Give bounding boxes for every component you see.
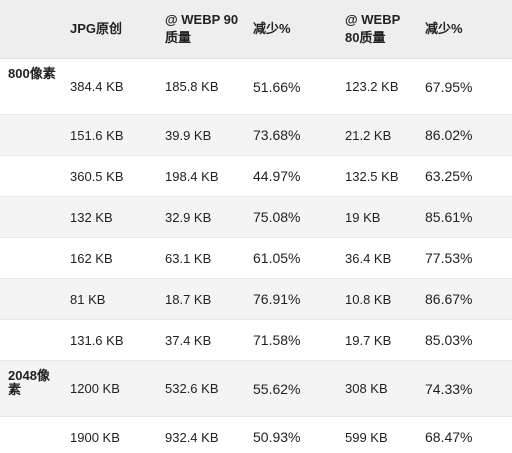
table-row: 2048像素 1200 KB 532.6 KB 55.62% 308 KB 74…: [0, 360, 512, 417]
webp80-size: 599 KB: [337, 416, 417, 453]
header-webp-90: @ WEBP 90质量: [157, 0, 245, 59]
reduction90-percent: 76.91%: [245, 278, 337, 320]
webp90-size: 532.6 KB: [157, 360, 245, 417]
row-group-label: [0, 196, 62, 238]
header-group: [0, 0, 62, 59]
row-group-label: [0, 114, 62, 156]
reduction80-percent: 63.25%: [417, 155, 512, 197]
jpg-size: 1900 KB: [62, 416, 157, 453]
reduction90-percent: 73.68%: [245, 114, 337, 156]
reduction90-percent: 55.62%: [245, 360, 337, 417]
webp80-size: 19 KB: [337, 196, 417, 238]
jpg-size: 1200 KB: [62, 360, 157, 417]
reduction90-percent: 44.97%: [245, 155, 337, 197]
webp80-size: 308 KB: [337, 360, 417, 417]
webp90-size: 63.1 KB: [157, 237, 245, 279]
header-jpg-original: JPG原创: [62, 0, 157, 59]
webp90-size: 932.4 KB: [157, 416, 245, 453]
reduction90-percent: 71.58%: [245, 319, 337, 361]
reduction80-percent: 86.67%: [417, 278, 512, 320]
header-reduction-80: 减少%: [417, 0, 512, 59]
webp90-size: 185.8 KB: [157, 58, 245, 115]
reduction90-percent: 75.08%: [245, 196, 337, 238]
row-group-label: [0, 155, 62, 197]
reduction80-percent: 74.33%: [417, 360, 512, 417]
row-group-label: [0, 278, 62, 320]
reduction80-percent: 85.03%: [417, 319, 512, 361]
reduction80-percent: 67.95%: [417, 58, 512, 115]
webp90-size: 37.4 KB: [157, 319, 245, 361]
jpg-size: 360.5 KB: [62, 155, 157, 197]
reduction80-percent: 68.47%: [417, 416, 512, 453]
webp80-size: 123.2 KB: [337, 58, 417, 115]
webp80-size: 132.5 KB: [337, 155, 417, 197]
jpg-size: 162 KB: [62, 237, 157, 279]
reduction80-percent: 77.53%: [417, 237, 512, 279]
table-row: 162 KB 63.1 KB 61.05% 36.4 KB 77.53%: [0, 237, 512, 279]
row-group-label: 2048像素: [0, 360, 62, 417]
webp80-size: 21.2 KB: [337, 114, 417, 156]
header-webp-80: @ WEBP 80质量: [337, 0, 417, 59]
table-header: JPG原创 @ WEBP 90质量 减少% @ WEBP 80质量 减少%: [0, 0, 512, 59]
header-reduction-90: 减少%: [245, 0, 337, 59]
webp90-size: 39.9 KB: [157, 114, 245, 156]
table-row: 1900 KB 932.4 KB 50.93% 599 KB 68.47%: [0, 416, 512, 453]
webp80-size: 36.4 KB: [337, 237, 417, 279]
webp80-size: 19.7 KB: [337, 319, 417, 361]
table-row: 360.5 KB 198.4 KB 44.97% 132.5 KB 63.25%: [0, 155, 512, 197]
table-row: 81 KB 18.7 KB 76.91% 10.8 KB 86.67%: [0, 278, 512, 320]
webp80-size: 10.8 KB: [337, 278, 417, 320]
table-row: 131.6 KB 37.4 KB 71.58% 19.7 KB 85.03%: [0, 319, 512, 361]
table-row: 800像素 384.4 KB 185.8 KB 51.66% 123.2 KB …: [0, 58, 512, 115]
webp90-size: 198.4 KB: [157, 155, 245, 197]
jpg-size: 132 KB: [62, 196, 157, 238]
reduction80-percent: 85.61%: [417, 196, 512, 238]
jpg-size: 81 KB: [62, 278, 157, 320]
header-row: JPG原创 @ WEBP 90质量 减少% @ WEBP 80质量 减少%: [0, 0, 512, 59]
jpg-size: 131.6 KB: [62, 319, 157, 361]
webp90-size: 18.7 KB: [157, 278, 245, 320]
reduction90-percent: 50.93%: [245, 416, 337, 453]
table-body: 800像素 384.4 KB 185.8 KB 51.66% 123.2 KB …: [0, 58, 512, 453]
row-group-label: [0, 237, 62, 279]
webp90-size: 32.9 KB: [157, 196, 245, 238]
reduction90-percent: 61.05%: [245, 237, 337, 279]
row-group-label: 800像素: [0, 58, 62, 115]
reduction90-percent: 51.66%: [245, 58, 337, 115]
row-group-label: [0, 319, 62, 361]
table-row: 132 KB 32.9 KB 75.08% 19 KB 85.61%: [0, 196, 512, 238]
jpg-size: 384.4 KB: [62, 58, 157, 115]
table-row: 151.6 KB 39.9 KB 73.68% 21.2 KB 86.02%: [0, 114, 512, 156]
jpg-size: 151.6 KB: [62, 114, 157, 156]
reduction80-percent: 86.02%: [417, 114, 512, 156]
row-group-label: [0, 416, 62, 453]
